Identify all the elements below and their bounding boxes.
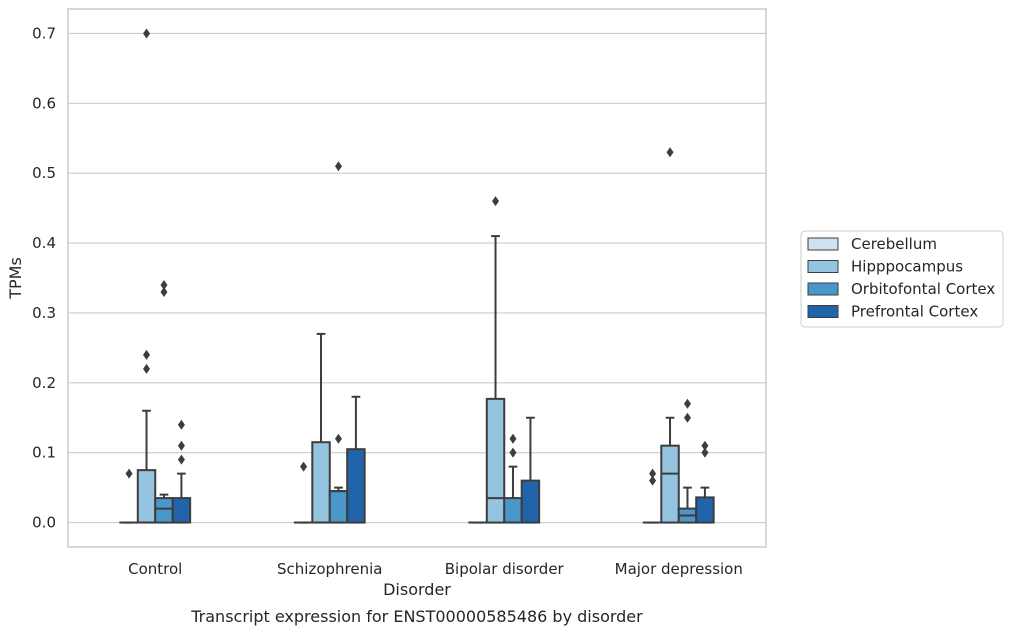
outlier-point — [701, 447, 709, 458]
outlier-point — [666, 147, 674, 158]
outlier-point — [177, 419, 185, 430]
y-tick-labels: 0.0 0.1 0.2 0.3 0.4 0.5 0.6 0.7 — [32, 24, 56, 531]
box — [346, 448, 366, 524]
legend-item: Hipppocampus — [807, 258, 963, 276]
legend-item: Orbitofontal Cortex — [807, 280, 995, 298]
x-tick-label: Major depression — [615, 560, 743, 578]
legend-item: Prefrontal Cortex — [807, 303, 978, 321]
outlier-point — [334, 433, 342, 444]
outlier-point — [125, 468, 133, 479]
outlier-point — [509, 433, 517, 444]
box — [660, 444, 680, 524]
outlier-point — [334, 161, 342, 172]
legend-swatch — [807, 305, 839, 318]
outlier-point — [143, 349, 151, 360]
box — [695, 496, 715, 524]
outlier-point — [649, 475, 657, 486]
box — [328, 490, 349, 524]
outlier-point — [160, 279, 168, 290]
outlier-point — [683, 412, 691, 423]
box-group — [154, 279, 174, 524]
y-tick-label: 0.0 — [32, 514, 56, 532]
x-tick-label: Schizophrenia — [277, 560, 382, 578]
box-group — [119, 468, 139, 524]
box — [520, 479, 541, 524]
box-group — [695, 440, 715, 524]
outlier-point — [177, 454, 185, 465]
outlier-point — [143, 363, 151, 374]
x-tick-label: Control — [128, 560, 182, 578]
box-group — [311, 332, 331, 524]
outlier-point — [649, 468, 657, 479]
legend-item: Cerebellum — [807, 235, 937, 253]
outlier-point — [701, 440, 709, 451]
outlier-point — [509, 447, 517, 458]
box-group — [136, 28, 157, 524]
outlier-point — [300, 461, 308, 472]
outlier-point — [143, 28, 151, 39]
legend-label: Hipppocampus — [851, 258, 963, 276]
y-tick-label: 0.2 — [32, 374, 56, 392]
outlier-point — [177, 440, 185, 451]
chart-caption: Transcript expression for ENST0000058548… — [190, 607, 643, 626]
box — [311, 441, 331, 524]
x-tick-labels: Control Schizophrenia Bipolar disorder Majo… — [128, 560, 743, 578]
legend-label: Orbitofontal Cortex — [851, 280, 995, 298]
legend-frame — [800, 230, 1004, 328]
y-tick-label: 0.7 — [32, 24, 56, 42]
x-tick-label: Bipolar disorder — [445, 560, 565, 578]
box — [154, 497, 174, 524]
box-group — [171, 419, 192, 524]
y-axis-label: TPMs — [6, 257, 25, 300]
series-hipppocampus — [136, 28, 680, 524]
y-tick-label: 0.6 — [32, 94, 56, 112]
y-tick-label: 0.1 — [32, 444, 56, 462]
legend-label: Cerebellum — [851, 235, 937, 253]
plot-frame — [67, 8, 767, 548]
legend: Cerebellum Hipppocampus Orbitofontal Corte… — [800, 230, 1004, 328]
box-series — [119, 28, 715, 524]
box — [503, 497, 523, 524]
outlier-point — [683, 398, 691, 409]
legend-swatch — [807, 237, 839, 251]
legend-swatch — [807, 282, 839, 296]
x-axis-label: Disorder — [383, 580, 451, 599]
outlier-point — [492, 196, 500, 207]
box — [171, 497, 192, 524]
box-group — [346, 395, 366, 524]
legend-label: Prefrontal Cortex — [851, 303, 978, 321]
box — [136, 469, 157, 524]
y-tick-label: 0.4 — [32, 234, 56, 252]
box-group — [520, 416, 541, 524]
y-tick-label: 0.5 — [32, 164, 56, 182]
y-tick-label: 0.3 — [32, 304, 56, 322]
series-prefrontal-cortex — [171, 395, 715, 524]
box-group — [660, 147, 680, 524]
box-group — [485, 196, 506, 524]
series-orbitofontal-cortex — [154, 161, 698, 524]
box-group — [677, 398, 698, 524]
series-cerebellum — [119, 461, 663, 524]
legend-swatch — [807, 260, 839, 273]
box — [485, 397, 506, 524]
outlier-point — [160, 286, 168, 297]
